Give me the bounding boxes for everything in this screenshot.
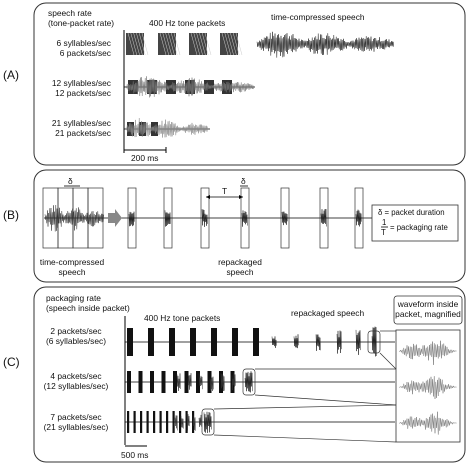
panel-c-speech-title: repackaged speech bbox=[291, 308, 365, 318]
magnified-title-line1: waveform inside bbox=[397, 299, 459, 309]
magnified-waveforms bbox=[398, 340, 457, 435]
panel-a-row3-label1: 21 syllables/sec bbox=[51, 118, 111, 128]
panel-c-row2-label2: (12 syllables/sec) bbox=[43, 381, 109, 391]
panel-a-tone-title: 400 Hz tone packets bbox=[149, 18, 226, 28]
panel-a-frame bbox=[33, 2, 466, 166]
left-caption-line1: time-compressed bbox=[39, 257, 105, 267]
panel-label-a: (A) bbox=[3, 68, 19, 82]
legend-box bbox=[371, 204, 459, 242]
panel-c-row3-label2: (21 syllables/sec) bbox=[43, 422, 109, 432]
tau-label: T bbox=[222, 186, 228, 196]
panel-c-row3-label1: 7 packets/sec bbox=[50, 412, 102, 422]
panel-a-header-line2: (tone-packet rate) bbox=[48, 18, 115, 28]
panel-c-waveforms bbox=[125, 326, 395, 433]
delta-label-left: δ bbox=[68, 176, 73, 186]
panel-b-frame bbox=[33, 169, 466, 283]
magnified-title-box bbox=[393, 295, 463, 325]
left-caption-line2: speech bbox=[58, 267, 86, 277]
panel-c-row1-label2: (6 syllables/sec) bbox=[45, 336, 107, 346]
transform-arrow bbox=[108, 209, 122, 227]
magnified-title-line2: packet, magnified bbox=[395, 309, 461, 319]
legend-tau: T bbox=[381, 228, 386, 237]
magnification-callouts bbox=[201, 330, 397, 443]
panel-a-waveforms bbox=[124, 31, 395, 138]
panel-c-header-line1: packaging rate bbox=[46, 293, 101, 303]
panel-a-speech-title: time-compressed speech bbox=[271, 12, 365, 22]
center-caption-line1: repackaged bbox=[218, 257, 262, 267]
panel-label-b: (B) bbox=[3, 208, 19, 222]
panel-c-tone-title: 400 Hz tone packets bbox=[144, 313, 221, 323]
panel-a-row1-label2: 6 packets/sec bbox=[59, 48, 111, 58]
legend-one: 1 bbox=[382, 218, 387, 227]
panel-a-header-line1: speech rate bbox=[48, 8, 92, 18]
panel-a-row3-label2: 21 packets/sec bbox=[55, 128, 111, 138]
legend-delta: δ = packet duration bbox=[378, 208, 445, 217]
legend-rate: = packaging rate bbox=[390, 223, 448, 232]
panel-c-scale-label: 500 ms bbox=[121, 450, 149, 460]
panel-c-header-line2: (speech inside packet) bbox=[46, 303, 130, 313]
panel-a-row2-label1: 12 syllables/sec bbox=[51, 78, 111, 88]
panel-c-row1-label1: 2 packets/sec bbox=[50, 326, 102, 336]
panel-label-c: (C) bbox=[3, 355, 20, 369]
panel-c-frame bbox=[33, 286, 466, 463]
panel-c-row2-label1: 4 packets/sec bbox=[50, 371, 102, 381]
panel-a-row2-label2: 12 packets/sec bbox=[55, 88, 111, 98]
center-caption-line2: speech bbox=[226, 267, 254, 277]
panel-a-scale-label: 200 ms bbox=[131, 153, 159, 163]
panel-a-row1-label1: 6 syllables/sec bbox=[56, 38, 111, 48]
delta-label-right: δ bbox=[241, 176, 246, 186]
